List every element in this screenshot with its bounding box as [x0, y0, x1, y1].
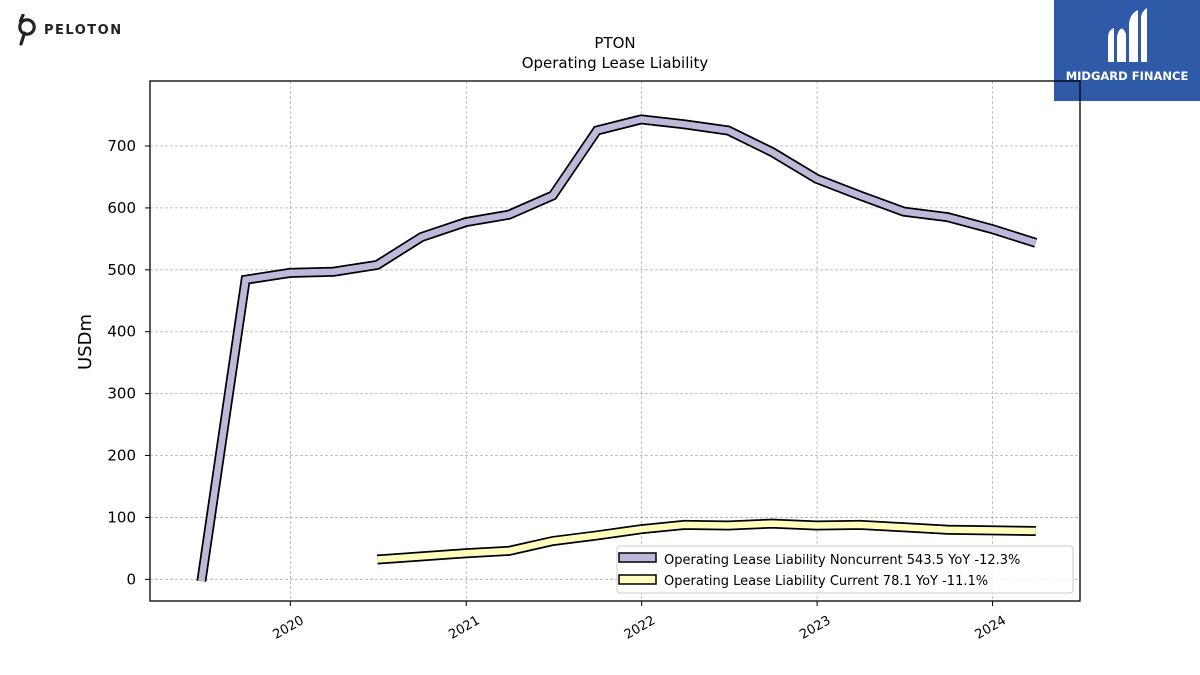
chart-title: PTON — [594, 34, 635, 52]
y-tick-label: 0 — [126, 570, 136, 588]
plot-frame — [149, 80, 1081, 602]
y-tick-label: 600 — [107, 199, 136, 217]
y-tick-label: 200 — [107, 447, 136, 465]
legend-label-noncurrent: Operating Lease Liability Noncurrent 543… — [664, 553, 1020, 568]
legend-swatch-noncurrent — [618, 552, 657, 563]
legend-label-current: Operating Lease Liability Current 78.1 Y… — [664, 574, 988, 589]
peloton-logo: PELOTON — [14, 14, 123, 46]
y-axis-label: USDm — [75, 314, 96, 370]
y-tick-label: 700 — [107, 137, 136, 155]
legend-box — [616, 545, 1074, 594]
x-tick-label: 2024 — [973, 613, 1009, 643]
legend-swatch-current — [618, 574, 657, 585]
x-tick-label: 2022 — [622, 613, 658, 643]
chart-subtitle: Operating Lease Liability — [522, 54, 709, 72]
y-tick-label: 400 — [107, 323, 136, 341]
series-layer — [196, 114, 1038, 582]
legend: Operating Lease Liability Noncurrent 543… — [616, 545, 1074, 594]
series-line-current — [377, 520, 1036, 563]
peloton-brand-name: PELOTON — [44, 22, 123, 38]
y-tick-label: 500 — [107, 261, 136, 279]
grid — [150, 81, 1080, 601]
x-axis: 2020 2021 2022 2023 2024 — [271, 601, 1009, 643]
y-axis: 0 100 200 300 400 500 600 700 — [107, 137, 150, 588]
series-line-noncurrent — [198, 116, 1037, 582]
midgard-brand-name: MIDGARD FINANCE — [1065, 69, 1189, 83]
series-line-noncurrent-outline — [196, 114, 1038, 582]
peloton-logo-icon — [18, 14, 36, 46]
x-tick-label: 2023 — [797, 613, 833, 643]
y-tick-label: 300 — [107, 385, 136, 403]
midgard-logo-icon — [1108, 8, 1147, 62]
x-tick-label: 2020 — [271, 613, 307, 643]
midgard-logo: MIDGARD FINANCE — [1054, 0, 1200, 101]
x-tick-label: 2021 — [446, 613, 482, 643]
y-tick-label: 100 — [107, 508, 136, 526]
